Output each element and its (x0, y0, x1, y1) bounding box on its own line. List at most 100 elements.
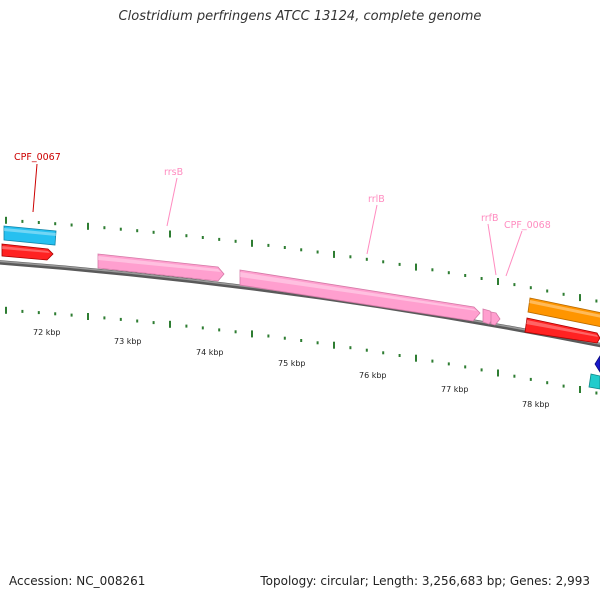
gene-cpf0067[interactable] (3, 225, 57, 246)
major-tick (579, 294, 581, 302)
minor-tick (562, 384, 565, 388)
minor-tick (349, 346, 352, 350)
gene-rrlb[interactable] (239, 269, 481, 322)
major-tick (169, 320, 171, 328)
major-tick (5, 216, 7, 224)
minor-tick (316, 250, 319, 254)
minor-tick (218, 328, 221, 332)
minor-tick (152, 230, 155, 234)
minor-tick (119, 317, 122, 321)
minor-tick (431, 359, 434, 363)
minor-tick (152, 321, 155, 325)
minor-tick (201, 236, 204, 239)
map-title: Clostridium perfringens ATCC 13124, comp… (118, 9, 482, 24)
minor-tick (234, 330, 237, 334)
gene-right-cyan[interactable] (588, 373, 600, 390)
minor-tick (513, 283, 516, 287)
rrfb-leader (487, 223, 497, 276)
minor-tick (447, 362, 450, 366)
minor-tick (54, 312, 57, 316)
minor-tick (185, 324, 188, 328)
minor-tick (595, 391, 598, 395)
minor-tick (513, 374, 516, 378)
minor-tick (398, 262, 401, 266)
major-tick (415, 354, 417, 362)
major-tick (333, 341, 335, 349)
minor-tick (70, 223, 73, 227)
minor-tick (267, 334, 270, 338)
accession-text: Accession: NC_008261 (9, 574, 146, 588)
gene-label-rrfb[interactable]: rrfB (481, 213, 499, 224)
minor-tick (136, 319, 139, 323)
minor-tick (37, 221, 40, 224)
minor-tick (562, 292, 565, 296)
cpf0067-leader (32, 163, 38, 213)
minor-tick (382, 351, 385, 355)
major-tick (497, 278, 499, 285)
gene-cpf0068[interactable] (527, 297, 600, 328)
minor-tick (546, 289, 549, 293)
major-tick (415, 263, 417, 271)
tick-label-74kbp: 74 kbp (196, 348, 224, 357)
minor-tick (185, 234, 188, 238)
minor-tick (103, 226, 106, 230)
minor-tick (21, 309, 24, 313)
minor-tick (300, 248, 303, 252)
genome-summary-text: Topology: circular; Length: 3,256,683 bp… (260, 574, 590, 588)
minor-tick (480, 368, 483, 372)
tick-label-78kbp: 78 kbp (522, 400, 550, 409)
gene-rrfb[interactable] (482, 308, 501, 326)
gene-left-red[interactable] (1, 243, 54, 261)
gene-rrsb[interactable] (97, 253, 225, 282)
minor-tick (316, 341, 319, 345)
minor-tick (103, 316, 106, 320)
minor-tick (529, 286, 532, 290)
minor-tick (119, 227, 122, 231)
gene-right-red[interactable] (524, 317, 600, 344)
minor-tick (283, 246, 286, 249)
gene-label-rrlb[interactable]: rrlB (368, 194, 385, 205)
minor-tick (464, 274, 467, 277)
rrsb-leader (166, 177, 178, 227)
tick-label-76kbp: 76 kbp (359, 371, 387, 380)
minor-tick (349, 255, 352, 259)
major-tick (497, 369, 499, 377)
minor-tick (365, 348, 368, 352)
tick-label-73kbp: 73 kbp (114, 337, 142, 346)
minor-tick (447, 271, 450, 275)
minor-tick (201, 326, 204, 330)
minor-tick (54, 222, 57, 226)
minor-tick (136, 229, 139, 233)
major-tick (87, 222, 89, 230)
minor-tick (365, 257, 368, 261)
top-tick-track (5, 216, 598, 303)
minor-tick (398, 354, 401, 357)
minor-tick (382, 260, 385, 264)
major-tick (169, 230, 171, 238)
tick-label-75kbp: 75 kbp (278, 359, 306, 368)
major-tick (251, 239, 253, 247)
cpf0068-leader (505, 230, 523, 277)
major-tick (5, 306, 7, 314)
tick-label-77kbp: 77 kbp (441, 385, 469, 394)
major-tick (579, 386, 581, 393)
gene-label-rrsb[interactable]: rrsB (164, 167, 183, 178)
minor-tick (431, 268, 434, 272)
major-tick (333, 250, 335, 258)
minor-tick (464, 365, 467, 369)
minor-tick (546, 381, 549, 385)
minor-tick (21, 219, 24, 223)
minor-tick (283, 336, 286, 340)
gene-right-navy[interactable] (594, 355, 600, 373)
gene-label-cpf0068[interactable]: CPF_0068 (504, 220, 551, 231)
minor-tick (37, 311, 40, 315)
minor-tick (300, 339, 303, 342)
gene-label-cpf0067[interactable]: CPF_0067 (14, 152, 61, 163)
major-tick (87, 313, 89, 320)
minor-tick (70, 313, 73, 317)
minor-tick (267, 243, 270, 247)
genome-backbone (0, 260, 600, 348)
minor-tick (529, 377, 532, 381)
rrlb-leader (366, 204, 378, 255)
